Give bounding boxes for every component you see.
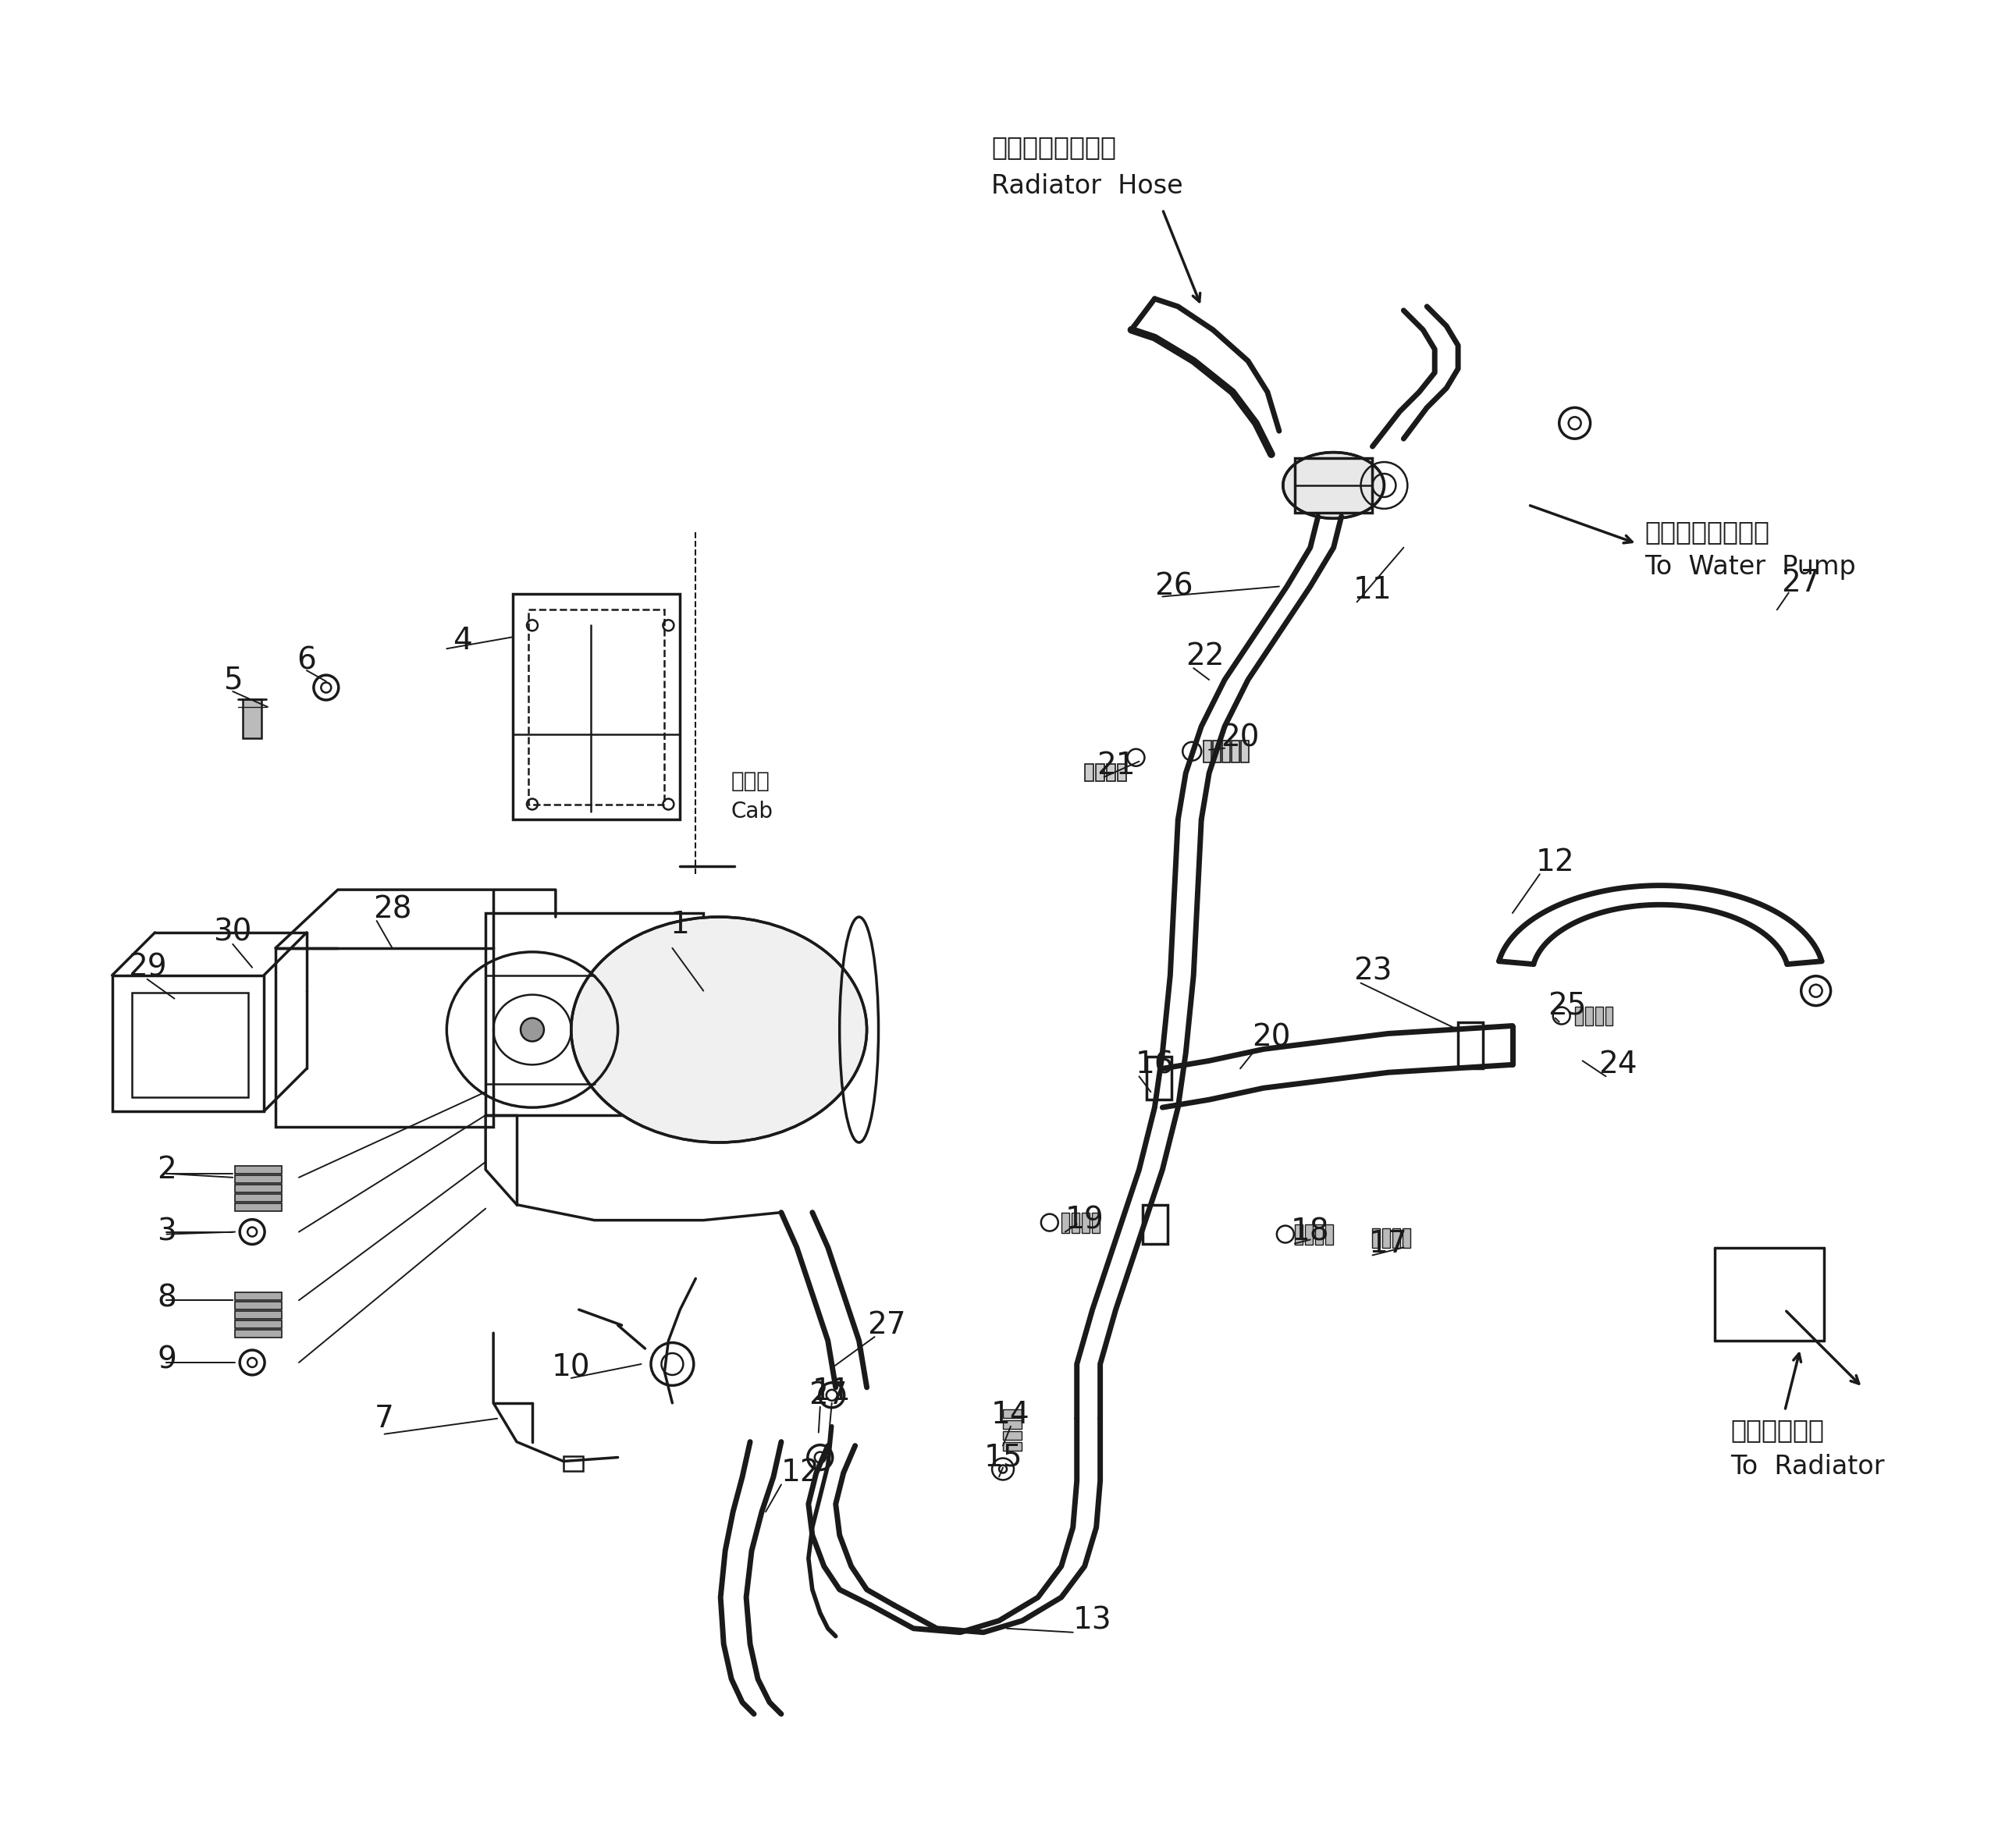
Text: Cab: Cab bbox=[730, 801, 772, 823]
Bar bbox=[1204, 740, 1212, 762]
Bar bbox=[486, 913, 704, 1115]
Bar bbox=[236, 1166, 282, 1174]
Text: ラジエータホース: ラジエータホース bbox=[992, 134, 1117, 160]
Text: 27: 27 bbox=[1780, 568, 1820, 597]
Bar bbox=[242, 700, 262, 738]
Bar bbox=[1085, 764, 1093, 781]
Bar bbox=[236, 1293, 282, 1301]
Bar bbox=[236, 1176, 282, 1183]
Bar bbox=[276, 948, 494, 1126]
Bar bbox=[1383, 1227, 1391, 1247]
Text: Radiator  Hose: Radiator Hose bbox=[992, 173, 1183, 198]
Text: 11: 11 bbox=[812, 1376, 851, 1405]
Bar bbox=[1060, 1212, 1068, 1233]
Text: 17: 17 bbox=[1369, 1229, 1407, 1258]
Bar bbox=[1002, 1442, 1022, 1451]
Bar bbox=[1117, 764, 1125, 781]
Text: 3: 3 bbox=[157, 1218, 175, 1247]
Bar bbox=[1242, 740, 1248, 762]
Bar bbox=[1070, 1212, 1079, 1233]
Text: キャブ: キャブ bbox=[730, 770, 770, 792]
Text: 13: 13 bbox=[1073, 1606, 1111, 1635]
Text: To  Radiator: To Radiator bbox=[1730, 1453, 1885, 1479]
Bar bbox=[236, 1203, 282, 1211]
Bar bbox=[562, 1457, 583, 1471]
Text: ラジエータへ: ラジエータへ bbox=[1730, 1418, 1824, 1444]
Text: 22: 22 bbox=[1185, 641, 1224, 671]
Text: 16: 16 bbox=[1135, 1051, 1173, 1080]
Text: 7: 7 bbox=[375, 1403, 395, 1433]
Bar bbox=[1393, 1227, 1401, 1247]
Bar bbox=[236, 1302, 282, 1310]
Bar bbox=[236, 1321, 282, 1328]
Text: To  Water  Pump: To Water Pump bbox=[1645, 555, 1857, 580]
Bar bbox=[1222, 740, 1230, 762]
Text: 5: 5 bbox=[224, 665, 242, 694]
Bar bbox=[1605, 1007, 1613, 1025]
Bar bbox=[1403, 1227, 1411, 1247]
Bar bbox=[1095, 764, 1105, 781]
Bar bbox=[236, 1194, 282, 1201]
Bar bbox=[1314, 1223, 1322, 1244]
Text: 23: 23 bbox=[1353, 957, 1391, 986]
Text: 19: 19 bbox=[1064, 1205, 1105, 1234]
Text: 20: 20 bbox=[1222, 724, 1260, 753]
Bar bbox=[1147, 1056, 1171, 1100]
Bar bbox=[1143, 1205, 1167, 1244]
Bar bbox=[131, 992, 248, 1097]
Text: 25: 25 bbox=[1548, 992, 1587, 1021]
Bar bbox=[528, 610, 665, 805]
Text: 11: 11 bbox=[1353, 575, 1391, 604]
Bar bbox=[1091, 1212, 1099, 1233]
Text: 27: 27 bbox=[808, 1380, 847, 1411]
Bar bbox=[1002, 1431, 1022, 1440]
Text: 18: 18 bbox=[1290, 1218, 1331, 1247]
Ellipse shape bbox=[520, 1018, 544, 1042]
Bar bbox=[1107, 764, 1115, 781]
Text: 24: 24 bbox=[1599, 1051, 1637, 1080]
Bar bbox=[1304, 1223, 1312, 1244]
Text: 12: 12 bbox=[1536, 847, 1574, 878]
Text: 14: 14 bbox=[992, 1400, 1030, 1429]
Bar bbox=[1325, 1223, 1333, 1244]
Text: ウォータポンプへ: ウォータポンプへ bbox=[1645, 520, 1770, 546]
Text: 1: 1 bbox=[671, 909, 689, 939]
Bar bbox=[512, 593, 679, 819]
Text: 28: 28 bbox=[373, 895, 411, 924]
Text: 8: 8 bbox=[157, 1284, 175, 1313]
Bar bbox=[236, 1330, 282, 1337]
Text: 10: 10 bbox=[552, 1354, 591, 1383]
Bar bbox=[1595, 1007, 1603, 1025]
Text: 27: 27 bbox=[867, 1310, 905, 1339]
Text: 26: 26 bbox=[1155, 571, 1193, 601]
Text: 12: 12 bbox=[782, 1459, 821, 1488]
Text: 20: 20 bbox=[1252, 1023, 1290, 1053]
Bar bbox=[1002, 1409, 1022, 1418]
Bar bbox=[1081, 1212, 1089, 1233]
Text: 29: 29 bbox=[127, 953, 167, 983]
Bar bbox=[1214, 740, 1222, 762]
Text: 6: 6 bbox=[296, 645, 317, 676]
Text: 21: 21 bbox=[1097, 751, 1135, 781]
Text: 9: 9 bbox=[157, 1345, 175, 1376]
Text: 15: 15 bbox=[984, 1442, 1022, 1471]
Text: 4: 4 bbox=[454, 626, 472, 656]
Bar bbox=[236, 1185, 282, 1192]
Bar bbox=[1458, 1021, 1484, 1069]
Bar bbox=[1585, 1007, 1593, 1025]
Text: 2: 2 bbox=[157, 1155, 175, 1185]
Bar bbox=[1002, 1420, 1022, 1429]
Bar bbox=[1294, 1223, 1302, 1244]
Ellipse shape bbox=[571, 917, 867, 1143]
Bar bbox=[1373, 1227, 1381, 1247]
Bar bbox=[236, 1312, 282, 1319]
Text: 30: 30 bbox=[214, 918, 252, 948]
Bar bbox=[1574, 1007, 1583, 1025]
Ellipse shape bbox=[1282, 452, 1385, 518]
Bar bbox=[1294, 457, 1373, 513]
Bar bbox=[1232, 740, 1240, 762]
Bar bbox=[113, 975, 264, 1111]
